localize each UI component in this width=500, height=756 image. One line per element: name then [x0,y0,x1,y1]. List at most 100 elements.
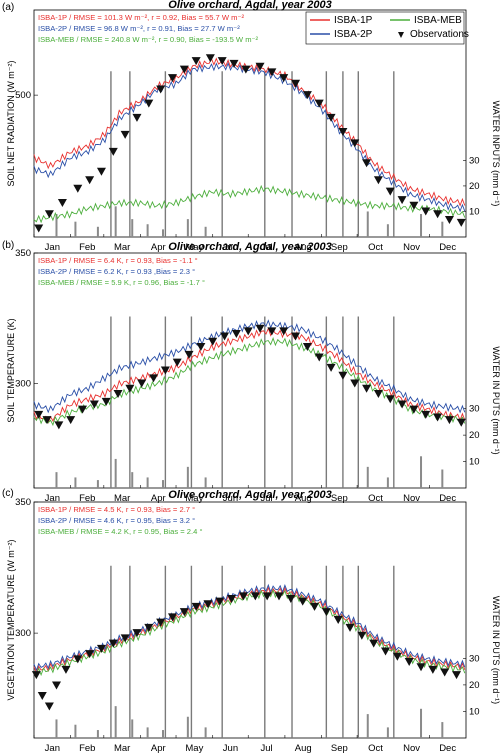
observation-point [149,374,159,383]
observation-point [229,59,239,68]
observation-point [357,631,367,640]
observation-point [172,358,182,367]
observation-point [385,187,395,196]
observation-point [302,343,312,351]
observation-point [34,410,44,419]
water-input-bar [114,706,117,738]
observation-point [291,79,301,88]
observation-point [156,618,166,627]
observation-point [302,91,312,100]
series-line-isba-2p [33,319,466,414]
observation-point [167,613,177,622]
y2-tick-label: 10 [469,706,480,717]
observation-point [321,608,331,617]
observation-point [179,65,189,74]
water-input-bar [186,466,189,488]
observation-point [179,608,189,617]
series-line-isba-1p [33,57,466,207]
observation-point [156,85,166,94]
observation-point [326,113,336,122]
observation-point [279,74,289,83]
observation-point [113,390,123,398]
observation-point [421,410,431,419]
observation-point [433,210,443,219]
observation-point [350,139,360,148]
observation-point [255,324,265,333]
water-input-bar [74,477,77,488]
observation-point [231,329,241,338]
x-tick-label: Jun [223,242,238,253]
water-input-bar [146,727,149,738]
observation-point [167,74,177,83]
water-input-bar [55,214,58,237]
y-axis-label: VEGETATION TEMPERATURE (W m⁻²) [6,539,16,700]
plot-frame [33,501,467,739]
observation-point [120,130,130,139]
stats-line: ISBA-1P / RMSE = 4.5 K, r = 0.93, Bias =… [38,505,195,514]
x-tick-label: Jul [260,743,272,754]
observation-point [338,128,348,137]
y2-axis-label: WATER IN PUTS (mm d⁻¹) [491,596,500,704]
x-tick-label: Mar [114,743,130,754]
observation-point [132,629,142,638]
panel-a: (a) Olive orchard, Agdal, year 2003 Jan Feb… [2,0,500,253]
panel-label: (c) [2,488,14,499]
water-input-bar [55,472,58,488]
water-input-bar [162,229,165,237]
observation-point [217,57,227,66]
observation-point [250,592,260,601]
x-tick-label: Feb [79,493,95,504]
observation-point [440,668,450,677]
x-tick-label: Nov [403,743,420,754]
observation-point [416,663,426,672]
observation-point [428,665,438,674]
y2-tick-label: 30 [469,155,480,166]
observation-point [44,702,54,711]
observation-point [203,600,213,609]
observation-point [243,327,253,336]
observation-point [262,592,272,601]
y2-tick-label: 10 [469,206,480,217]
x-tick-label: Dec [439,743,456,754]
observation-point [362,384,372,393]
observation-point [314,99,324,108]
x-tick-label: Mar [114,242,130,253]
x-tick-label: Aug [295,743,312,754]
panel-label: (a) [2,2,14,13]
observation-point [73,655,83,664]
observation-point [137,379,147,388]
legend-label: ISBA-1P [334,15,373,26]
observation-point [205,54,215,63]
observation-point [397,400,407,409]
observation-point [373,176,383,185]
observation-point [298,597,308,606]
water-input-bar [131,472,134,488]
water-input-bar [162,730,165,738]
water-input-bar [204,727,207,738]
panel-title: Olive orchard, Agdal, year 2003 [168,241,331,253]
stats-line: ISBA-1P / RMSE = 6.4 K, r = 0.93, Bias =… [38,256,198,265]
series-line-isba-1p [33,586,466,675]
observation-point [215,597,225,606]
x-tick-label: Aug [295,493,312,504]
observation-point [196,343,206,351]
water-input-bar [131,219,134,237]
observation-point [274,592,284,601]
x-tick-label: Jun [223,743,238,754]
observation-point [456,418,466,427]
observation-point [42,416,52,425]
observation-point [96,644,106,653]
x-tick-label: Nov [403,493,420,504]
plot-frame [33,9,467,238]
observation-point [409,405,419,414]
x-tick-label: Jan [45,743,60,754]
water-input-bar [420,456,423,488]
observation-point [31,671,41,680]
water-input-bar [114,458,117,488]
y-tick-label: 300 [15,379,31,390]
observation-point [392,652,402,661]
x-tick-label: Jan [45,493,60,504]
y2-tick-label: 20 [469,181,480,192]
observation-point [279,327,289,336]
